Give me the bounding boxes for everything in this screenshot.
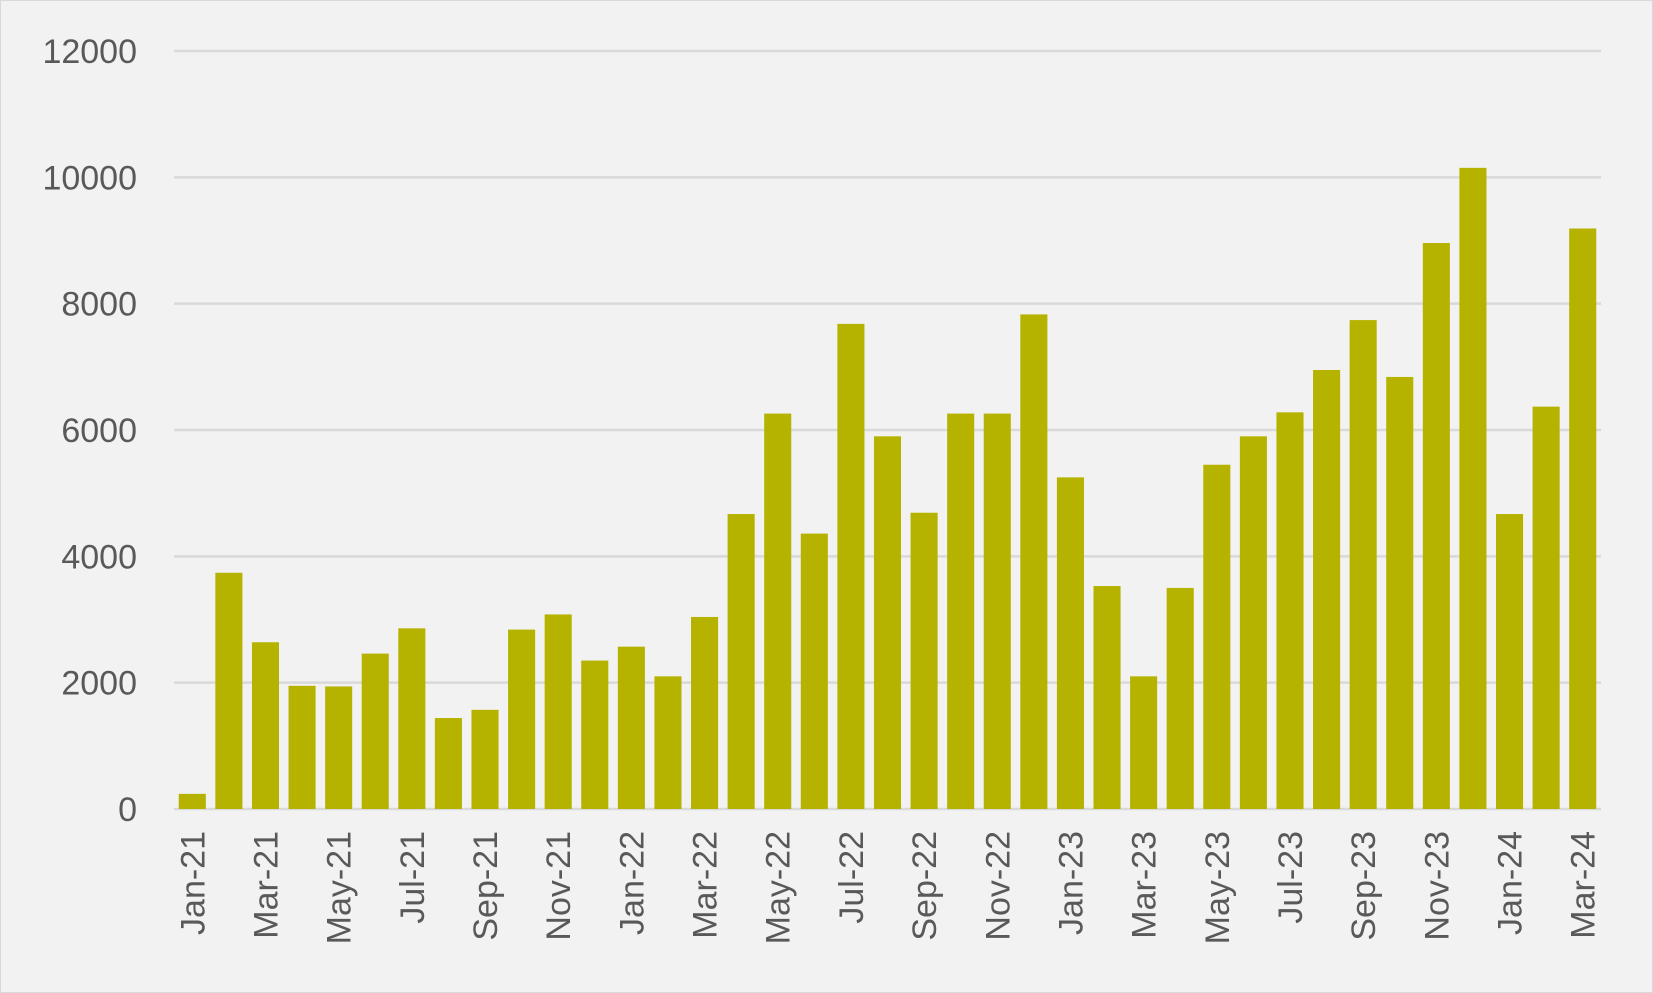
- y-tick-label: 0: [118, 791, 137, 829]
- bar-May-21: [325, 686, 353, 809]
- bar-Apr-23: [1166, 587, 1194, 809]
- bar-Aug-22: [873, 436, 902, 809]
- y-tick-label: 10000: [42, 159, 137, 197]
- x-tick-label: Nov-21: [540, 831, 578, 941]
- bar-Jun-21: [361, 653, 389, 809]
- x-tick-label: Jul-23: [1272, 831, 1310, 924]
- bar-Feb-22: [654, 676, 682, 809]
- bar-Apr-21: [288, 685, 316, 809]
- bar-Jun-22: [800, 533, 828, 809]
- bar-Oct-21: [508, 629, 536, 809]
- x-tick-label: Mar-24: [1565, 831, 1603, 939]
- bar-May-23: [1203, 464, 1231, 809]
- bar-Jul-21: [398, 628, 426, 809]
- x-tick-label: Jul-21: [394, 831, 432, 924]
- bar-Feb-23: [1093, 586, 1121, 809]
- bar-Mar-21: [251, 642, 280, 809]
- bar-Apr-22: [727, 514, 755, 809]
- x-tick-label: Mar-22: [687, 831, 725, 939]
- bar-Feb-21: [215, 572, 243, 809]
- bar-Nov-23: [1422, 243, 1450, 809]
- x-tick-label: Sep-23: [1345, 831, 1383, 941]
- x-tick-label: Nov-22: [979, 831, 1017, 941]
- bar-Sep-22: [910, 512, 938, 809]
- x-tick-label: May-22: [760, 831, 798, 944]
- bar-Sep-21: [471, 709, 499, 809]
- bar-Aug-21: [434, 718, 462, 809]
- y-tick-label: 6000: [61, 412, 137, 450]
- bar-Dec-21: [581, 660, 609, 809]
- x-tick-label: Sep-21: [467, 831, 505, 941]
- bar-Jul-22: [837, 323, 865, 809]
- bar-Sep-23: [1349, 320, 1377, 809]
- bar-Oct-22: [947, 413, 975, 809]
- bar-Oct-23: [1386, 376, 1414, 809]
- bar-Jan-22: [617, 646, 645, 809]
- bar-Jan-23: [1056, 477, 1084, 809]
- x-tick-label: Jan-22: [613, 831, 651, 935]
- bar-Aug-23: [1313, 369, 1341, 809]
- bar-Mar-22: [691, 616, 719, 809]
- bar-Jun-23: [1239, 436, 1267, 809]
- bar-Nov-21: [544, 614, 572, 809]
- y-tick-label: 8000: [61, 286, 137, 324]
- bar-Dec-22: [1020, 314, 1048, 809]
- bar-Feb-24: [1532, 406, 1560, 809]
- x-axis-tick-labels: Jan-21 Mar-21 May-21 Jul-21 Sep-21 Nov-21 Jan-…: [174, 831, 1602, 944]
- x-tick-label: Jan-21: [174, 831, 212, 935]
- bar-Jan-21: [178, 793, 206, 809]
- bar-Jul-23: [1276, 412, 1304, 809]
- bars: [178, 167, 1597, 809]
- bar-Mar-23: [1130, 676, 1158, 809]
- y-axis-tick-labels: 0 2000 4000 6000 8000 10000 12000: [42, 33, 137, 829]
- bar-Jan-24: [1495, 514, 1524, 809]
- y-tick-label: 2000: [61, 665, 137, 703]
- x-tick-label: May-23: [1199, 831, 1237, 944]
- x-tick-label: Mar-21: [247, 831, 285, 939]
- x-tick-label: Jan-24: [1492, 831, 1530, 935]
- x-tick-label: Jul-22: [833, 831, 871, 924]
- x-tick-label: Mar-23: [1126, 831, 1164, 939]
- x-tick-label: May-21: [321, 831, 359, 944]
- x-tick-label: Jan-23: [1052, 831, 1090, 935]
- x-tick-label: Sep-22: [906, 831, 944, 941]
- y-tick-label: 4000: [61, 538, 137, 576]
- x-tick-label: Nov-23: [1418, 831, 1456, 941]
- bar-May-22: [764, 413, 792, 809]
- bar-Nov-22: [983, 413, 1011, 809]
- y-tick-label: 12000: [42, 33, 137, 71]
- bar-Mar-24: [1569, 228, 1597, 809]
- bar-Dec-23: [1459, 167, 1487, 809]
